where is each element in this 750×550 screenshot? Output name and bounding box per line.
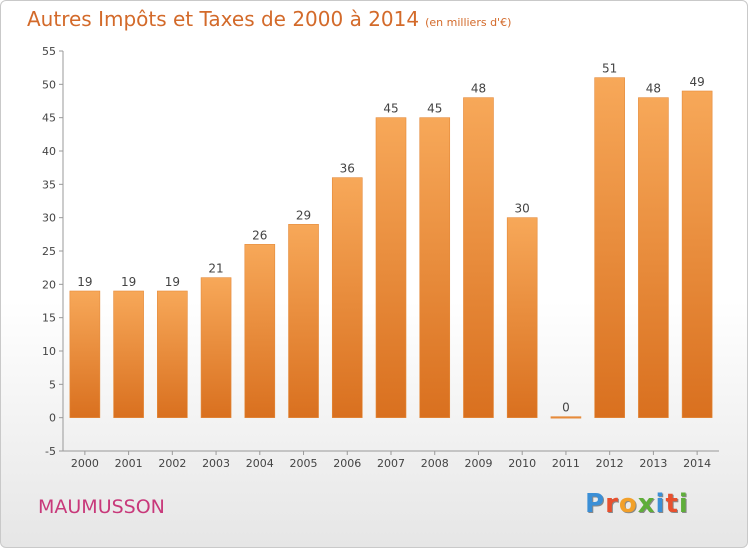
x-tick-label: 2007 xyxy=(377,457,405,470)
value-label: 45 xyxy=(383,102,398,116)
bar-2000 xyxy=(69,290,101,418)
bar-2011 xyxy=(550,416,582,419)
bar-2010 xyxy=(506,217,538,418)
bar-2002 xyxy=(157,290,188,418)
x-tick-label: 2010 xyxy=(508,457,536,470)
y-tick-label: 20 xyxy=(42,278,56,291)
x-tick-label: 2014 xyxy=(683,457,711,470)
chart-unit: (en milliers d'€) xyxy=(425,16,512,29)
commune-name: MAUMUSSON xyxy=(38,496,165,518)
bar-2008 xyxy=(419,117,451,418)
bar-2001 xyxy=(113,290,144,418)
chart-bars xyxy=(69,77,713,419)
bar-2006 xyxy=(331,177,363,418)
value-label: 26 xyxy=(252,228,267,242)
x-tick-label: 2008 xyxy=(421,457,449,470)
y-tick-label: 15 xyxy=(42,312,56,325)
bar-2014 xyxy=(681,90,713,418)
y-tick-label: 50 xyxy=(42,78,56,91)
value-label: 36 xyxy=(340,162,355,176)
value-label: 19 xyxy=(77,275,92,289)
logo-letter: t xyxy=(665,489,679,519)
proxiti-logo: Proxiti xyxy=(585,489,689,519)
bar-2007 xyxy=(375,117,407,418)
x-tick-label: 2013 xyxy=(639,457,667,470)
value-label: 45 xyxy=(427,102,442,116)
bar-2003 xyxy=(200,277,232,418)
value-label: 0 xyxy=(562,401,570,415)
x-tick-label: 2005 xyxy=(290,457,318,470)
x-tick-label: 2006 xyxy=(333,457,361,470)
x-tick-label: 2002 xyxy=(158,457,186,470)
chart-labels: 19 2000 19 2001 19 2002 21 2003 26 2004 29 2005 36 20… xyxy=(71,62,711,470)
logo-letter: i xyxy=(678,489,689,519)
x-tick-label: 2012 xyxy=(596,457,624,470)
value-label: 19 xyxy=(121,275,136,289)
y-tick-label: 55 xyxy=(42,45,56,58)
logo-letter: P xyxy=(585,489,606,519)
value-label: 21 xyxy=(208,262,223,276)
logo-letter: x xyxy=(637,489,656,519)
x-tick-label: 2004 xyxy=(246,457,274,470)
x-tick-label: 2011 xyxy=(552,457,580,470)
y-tick-label: 30 xyxy=(42,212,56,225)
chart-title: Autres Impôts et Taxes de 2000 à 2014 (en… xyxy=(27,7,511,31)
value-label: 30 xyxy=(515,202,530,216)
x-tick-label: 2000 xyxy=(71,457,99,470)
y-tick-label: 10 xyxy=(42,345,56,358)
y-tick-label: 25 xyxy=(42,245,56,258)
y-tick-label: -5 xyxy=(45,445,56,458)
value-label: 49 xyxy=(689,75,704,89)
logo-letter: o xyxy=(618,489,638,519)
logo-letter: i xyxy=(655,489,666,519)
x-tick-label: 2009 xyxy=(464,457,492,470)
y-tick-label: 5 xyxy=(49,378,56,391)
bar-2012 xyxy=(594,77,625,418)
value-label: 48 xyxy=(471,82,486,96)
chart-title-text: Autres Impôts et Taxes de 2000 à 2014 xyxy=(27,7,420,31)
bar-2013 xyxy=(638,97,669,418)
bar-2009 xyxy=(463,97,494,418)
logo-letter: r xyxy=(605,489,619,519)
bar-2004 xyxy=(244,244,276,418)
value-label: 29 xyxy=(296,208,311,222)
bar-2005 xyxy=(288,224,319,418)
value-label: 48 xyxy=(646,82,661,96)
y-tick-label: 0 xyxy=(49,412,56,425)
x-tick-label: 2003 xyxy=(202,457,230,470)
y-tick-label: 35 xyxy=(42,178,56,191)
value-label: 19 xyxy=(165,275,180,289)
y-tick-label: 40 xyxy=(42,145,56,158)
y-tick-label: 45 xyxy=(42,112,56,125)
x-tick-label: 2001 xyxy=(115,457,143,470)
value-label: 51 xyxy=(602,62,617,76)
